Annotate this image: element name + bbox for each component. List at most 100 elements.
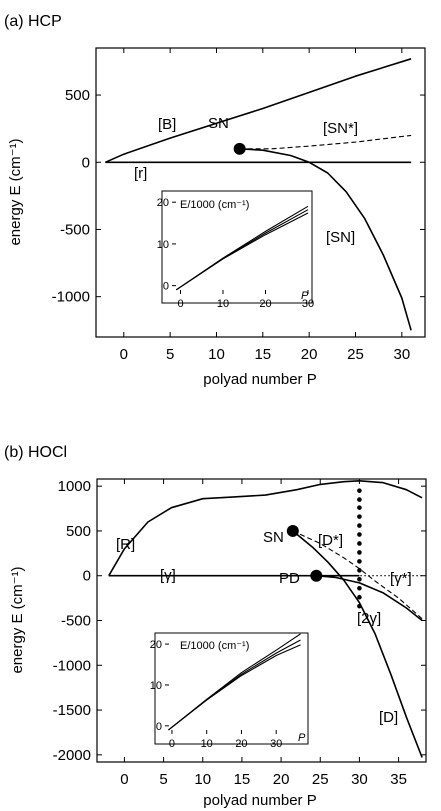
inset-b-x-label: P [298,732,306,744]
label-sn-star: [SN*] [323,120,358,137]
dotted-vertical-point [357,577,362,582]
x-tick-label: 30 [351,771,368,788]
panel-a-y-ticks: 500 0 -500 -1000 [52,87,425,306]
inset-x-tick-label: 0 [177,298,183,310]
inset-b-frame [154,632,309,745]
panel-b-inset: E/1000 (cm⁻¹) P 0 10 20 0 10 20 30 [150,632,309,750]
dotted-vertical-point [357,568,362,573]
dotted-vertical-point [357,541,362,546]
panel-a-inset: E/1000 (cm⁻¹) P 0 10 20 0 10 20 30 [157,190,314,310]
panel-b-title: (b) HOCl [4,444,67,461]
inset-a-series [175,205,309,291]
dotted-vertical-point [357,603,362,609]
series-line-2 [316,574,423,622]
label-pd-point: PD [279,570,300,587]
dotted-vertical-point [357,550,362,555]
panel-a-series [104,58,412,331]
inset-y-tick-label: 10 [157,239,169,251]
dotted-vertical-point [357,514,362,519]
inset-a-x-label: P [301,290,309,302]
panel-b-series [108,479,423,758]
inset-a-y-label: E/1000 (cm⁻¹) [180,199,249,211]
dotted-vertical-point [357,559,362,564]
y-tick-label: -2000 [53,747,91,764]
label-r: [r] [134,165,147,182]
dotted-vertical-point [357,585,362,591]
x-tick-label: 0 [120,771,128,788]
inset-b-series [168,633,301,731]
point-sn [286,524,299,537]
series-line-SN [239,148,412,331]
point-sn [233,142,246,155]
inset-x-tick-label: 30 [270,738,282,750]
label-two-gamma: [2γ] [357,610,381,627]
inset-x-tick-label: 20 [235,738,247,750]
dotted-vertical-point [357,488,362,493]
inset-y-tick-label: 0 [163,281,169,293]
x-tick-label: 5 [159,771,167,788]
point-pd [310,569,323,582]
inset-y-tick-label: 20 [150,639,162,651]
label-b: [B] [158,116,176,133]
panel-b-x-label: polyad number P [203,792,316,809]
y-tick-label: 1000 [58,478,91,495]
label-gamma-star: [γ*] [390,570,412,587]
inset-y-tick-label: 10 [150,680,162,692]
panel-hcp: (a) HCP 500 0 -500 -1000 0 5 10 15 20 25 30 energ… [4,13,426,388]
y-tick-label: 0 [82,154,90,171]
inset-x-tick-label: 20 [259,298,271,310]
x-tick-label: 25 [312,771,329,788]
y-tick-label: -1000 [52,289,90,306]
series-line-R [108,479,423,577]
inset-series-line [175,212,309,291]
inset-b-ticks: 0 10 20 0 10 20 30 [150,639,283,750]
inset-a-ticks: 0 10 20 0 10 20 30 [157,197,314,310]
x-tick-label: 15 [234,771,251,788]
x-tick-label: 20 [273,771,290,788]
series-line-SN [239,134,412,150]
label-sn-branch: [SN] [326,229,355,246]
dotted-vertical-point [357,497,362,502]
inset-x-tick-label: 30 [302,298,314,310]
x-tick-label: 5 [166,346,174,363]
panel-b-y-label: energy E (cm⁻¹) [9,566,26,673]
y-tick-label: -1000 [53,657,91,674]
panel-a-x-label: polyad number P [203,371,316,388]
y-tick-label: 500 [65,87,90,104]
label-d: [D] [379,709,398,726]
panel-a-title: (a) HCP [4,13,62,30]
x-tick-label: 15 [254,346,271,363]
series-line-B [104,58,412,164]
label-gamma: [γ] [160,567,176,584]
label-sn-point-a: SN [208,115,229,132]
x-tick-label: 25 [347,346,364,363]
y-tick-label: -1500 [53,702,91,719]
x-tick-label: 35 [390,771,407,788]
inset-b-y-label: E/1000 (cm⁻¹) [180,640,249,652]
x-tick-label: 10 [194,771,211,788]
dotted-vertical-point [357,532,362,537]
dotted-vertical-point [357,505,362,510]
series-line-D [292,530,423,758]
dotted-vertical-point [357,523,362,528]
x-tick-label: 20 [301,346,318,363]
y-tick-label: -500 [61,613,91,630]
panel-a-y-label: energy E (cm⁻¹) [7,138,24,245]
x-tick-label: 0 [120,346,128,363]
inset-x-tick-label: 10 [201,738,213,750]
dotted-vertical-point [357,594,362,600]
panel-b-x-ticks: 0 5 10 15 20 25 30 35 [120,479,407,788]
panel-hocl: (b) HOCl 1000 5 0 0 0 -500 -1000 -1500 -2000 0 5 1… [4,444,427,809]
y-tick-label: 0 [83,568,91,585]
label-sn-point-b: SN [263,529,284,546]
y-tick-label: -500 [60,221,90,238]
inset-a-frame [161,190,313,304]
inset-series-line [168,644,301,731]
inset-y-tick-label: 0 [156,721,162,733]
inset-x-tick-label: 10 [217,298,229,310]
panel-a-x-ticks: 0 5 10 15 20 25 30 [120,48,410,363]
x-tick-label: 10 [208,346,225,363]
label-r-big: [R] [116,536,135,553]
